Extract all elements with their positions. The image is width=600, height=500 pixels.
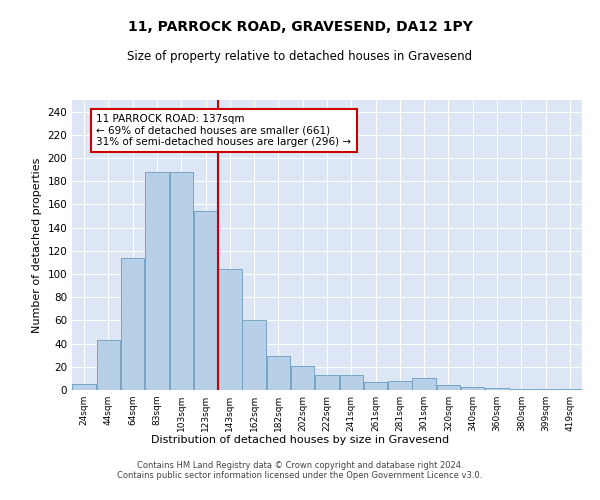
Bar	[437, 386, 460, 390]
Bar	[145, 172, 169, 390]
Bar	[388, 380, 412, 390]
Bar	[291, 366, 314, 390]
Bar	[97, 340, 120, 390]
Bar	[534, 389, 557, 390]
Bar	[194, 212, 217, 390]
Y-axis label: Number of detached properties: Number of detached properties	[32, 158, 42, 332]
Bar	[315, 375, 339, 390]
Bar	[340, 375, 363, 390]
Bar	[73, 384, 96, 390]
Text: 11, PARROCK ROAD, GRAVESEND, DA12 1PY: 11, PARROCK ROAD, GRAVESEND, DA12 1PY	[128, 20, 472, 34]
Text: Contains HM Land Registry data © Crown copyright and database right 2024.
Contai: Contains HM Land Registry data © Crown c…	[118, 460, 482, 480]
Bar	[485, 388, 509, 390]
Bar	[266, 356, 290, 390]
Text: 11 PARROCK ROAD: 137sqm
← 69% of detached houses are smaller (661)
31% of semi-d: 11 PARROCK ROAD: 137sqm ← 69% of detache…	[96, 114, 352, 147]
Bar	[170, 172, 193, 390]
Bar	[558, 389, 581, 390]
Bar	[509, 389, 533, 390]
Text: Size of property relative to detached houses in Gravesend: Size of property relative to detached ho…	[127, 50, 473, 63]
Bar	[364, 382, 388, 390]
Bar	[412, 378, 436, 390]
Bar	[242, 320, 266, 390]
Bar	[218, 270, 242, 390]
Text: Distribution of detached houses by size in Gravesend: Distribution of detached houses by size …	[151, 435, 449, 445]
Bar	[121, 258, 145, 390]
Bar	[461, 386, 484, 390]
